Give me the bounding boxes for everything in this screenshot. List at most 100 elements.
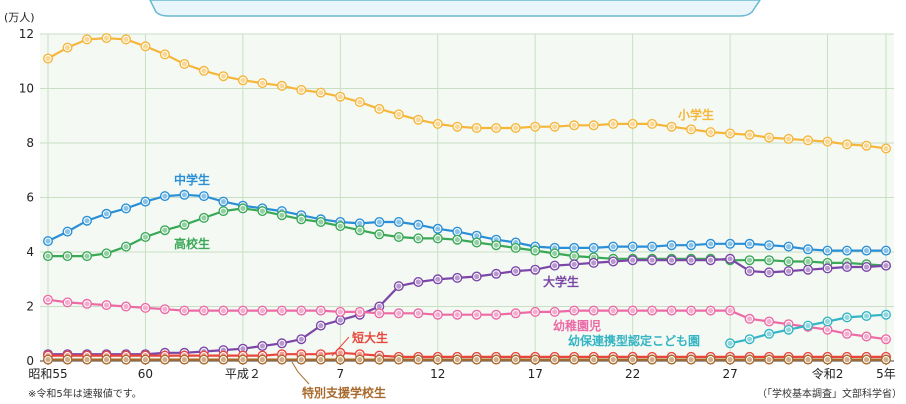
- data-point-fill: [201, 193, 207, 199]
- series-layer: [43, 33, 892, 365]
- data-point-fill: [552, 309, 558, 315]
- data-point-fill: [123, 357, 129, 363]
- data-point-fill: [142, 199, 148, 205]
- data-point-fill: [571, 308, 577, 314]
- leader-line: [331, 336, 350, 357]
- data-point-fill: [357, 99, 363, 105]
- data-point-fill: [766, 318, 772, 325]
- data-point-fill: [298, 336, 304, 342]
- data-point-fill: [493, 312, 499, 318]
- data-point-fill: [805, 137, 811, 143]
- data-point-fill: [727, 130, 733, 137]
- data-point-fill: [45, 253, 51, 259]
- data-point-fill: [435, 235, 441, 241]
- data-point-fill: [493, 271, 499, 277]
- data-point-fill: [454, 275, 460, 281]
- data-point-fill: [649, 357, 655, 363]
- data-point-fill: [181, 222, 187, 228]
- data-point-fill: [863, 248, 870, 254]
- data-point-fill: [649, 257, 655, 263]
- x-tick-label: 27: [722, 367, 737, 381]
- data-point-fill: [669, 308, 675, 314]
- series-label: 大学生: [543, 274, 579, 289]
- data-point-fill: [142, 43, 148, 49]
- data-point-fill: [863, 264, 870, 270]
- data-point-fill: [669, 242, 675, 248]
- data-point-fill: [454, 124, 460, 130]
- data-point-fill: [824, 318, 831, 325]
- y-tick-label: 8: [26, 136, 34, 150]
- data-point-fill: [513, 268, 519, 274]
- data-point-fill: [805, 357, 811, 363]
- data-point-fill: [669, 357, 675, 363]
- data-point-fill: [552, 124, 558, 130]
- data-point-fill: [727, 357, 733, 363]
- data-point-fill: [513, 310, 519, 316]
- data-point-fill: [552, 250, 558, 256]
- data-point-fill: [142, 234, 148, 240]
- data-point-fill: [103, 211, 110, 217]
- data-point-fill: [279, 212, 285, 218]
- data-point-fill: [571, 357, 577, 363]
- data-point-fill: [298, 308, 304, 314]
- data-point-fill: [103, 302, 110, 308]
- data-point-fill: [415, 310, 421, 316]
- data-point-fill: [747, 316, 753, 322]
- data-point-fill: [766, 357, 772, 363]
- data-point-fill: [162, 357, 168, 363]
- data-point-fill: [786, 357, 792, 363]
- data-point-fill: [727, 256, 733, 262]
- data-point-fill: [201, 68, 207, 74]
- data-point-fill: [863, 357, 870, 363]
- y-tick-label: 12: [19, 27, 34, 41]
- data-point-fill: [337, 309, 343, 315]
- data-point-fill: [805, 267, 811, 273]
- series-label: 小学生: [678, 107, 714, 122]
- y-tick-label: 10: [19, 82, 34, 96]
- data-point-fill: [571, 261, 577, 267]
- data-point-fill: [64, 299, 71, 305]
- data-point-fill: [805, 323, 811, 329]
- data-point-fill: [298, 216, 304, 222]
- data-point-fill: [220, 357, 226, 363]
- data-point-fill: [454, 312, 460, 318]
- data-point-fill: [337, 357, 343, 363]
- data-point-fill: [84, 357, 90, 363]
- data-point-fill: [766, 269, 772, 275]
- data-point-fill: [766, 242, 772, 248]
- data-point-fill: [688, 257, 694, 263]
- note-right: （「学校基本調査」文部科学省）: [757, 387, 902, 400]
- data-point-fill: [824, 139, 831, 145]
- data-point-fill: [64, 357, 71, 363]
- data-point-fill: [142, 305, 148, 311]
- data-point-fill: [844, 264, 850, 270]
- data-point-fill: [883, 357, 889, 363]
- data-point-fill: [786, 327, 792, 333]
- note-left: ※令和5年は速報値です。: [28, 387, 142, 400]
- data-point-fill: [123, 205, 129, 211]
- data-point-fill: [435, 276, 441, 282]
- x-tick-label: 60: [138, 367, 153, 381]
- data-point-fill: [337, 94, 343, 100]
- data-point-fill: [747, 357, 753, 363]
- data-point-fill: [103, 357, 110, 363]
- data-point-fill: [396, 310, 402, 316]
- data-point-fill: [863, 143, 870, 149]
- y-tick-label: 0: [26, 354, 34, 368]
- data-point-fill: [259, 208, 265, 214]
- data-point-fill: [357, 309, 363, 315]
- data-point-fill: [786, 258, 792, 265]
- data-point-fill: [669, 257, 675, 263]
- data-point-fill: [824, 327, 831, 333]
- data-point-fill: [396, 219, 402, 225]
- data-point-fill: [649, 308, 655, 314]
- data-point-fill: [824, 248, 831, 254]
- data-point-fill: [591, 357, 597, 363]
- data-point-fill: [532, 267, 538, 273]
- data-point-fill: [863, 313, 870, 319]
- data-point-fill: [591, 308, 597, 314]
- series-5: [725, 309, 892, 349]
- leader-line: [291, 361, 310, 385]
- data-point-fill: [513, 125, 519, 131]
- x-tick-label: 昭和55: [28, 367, 67, 381]
